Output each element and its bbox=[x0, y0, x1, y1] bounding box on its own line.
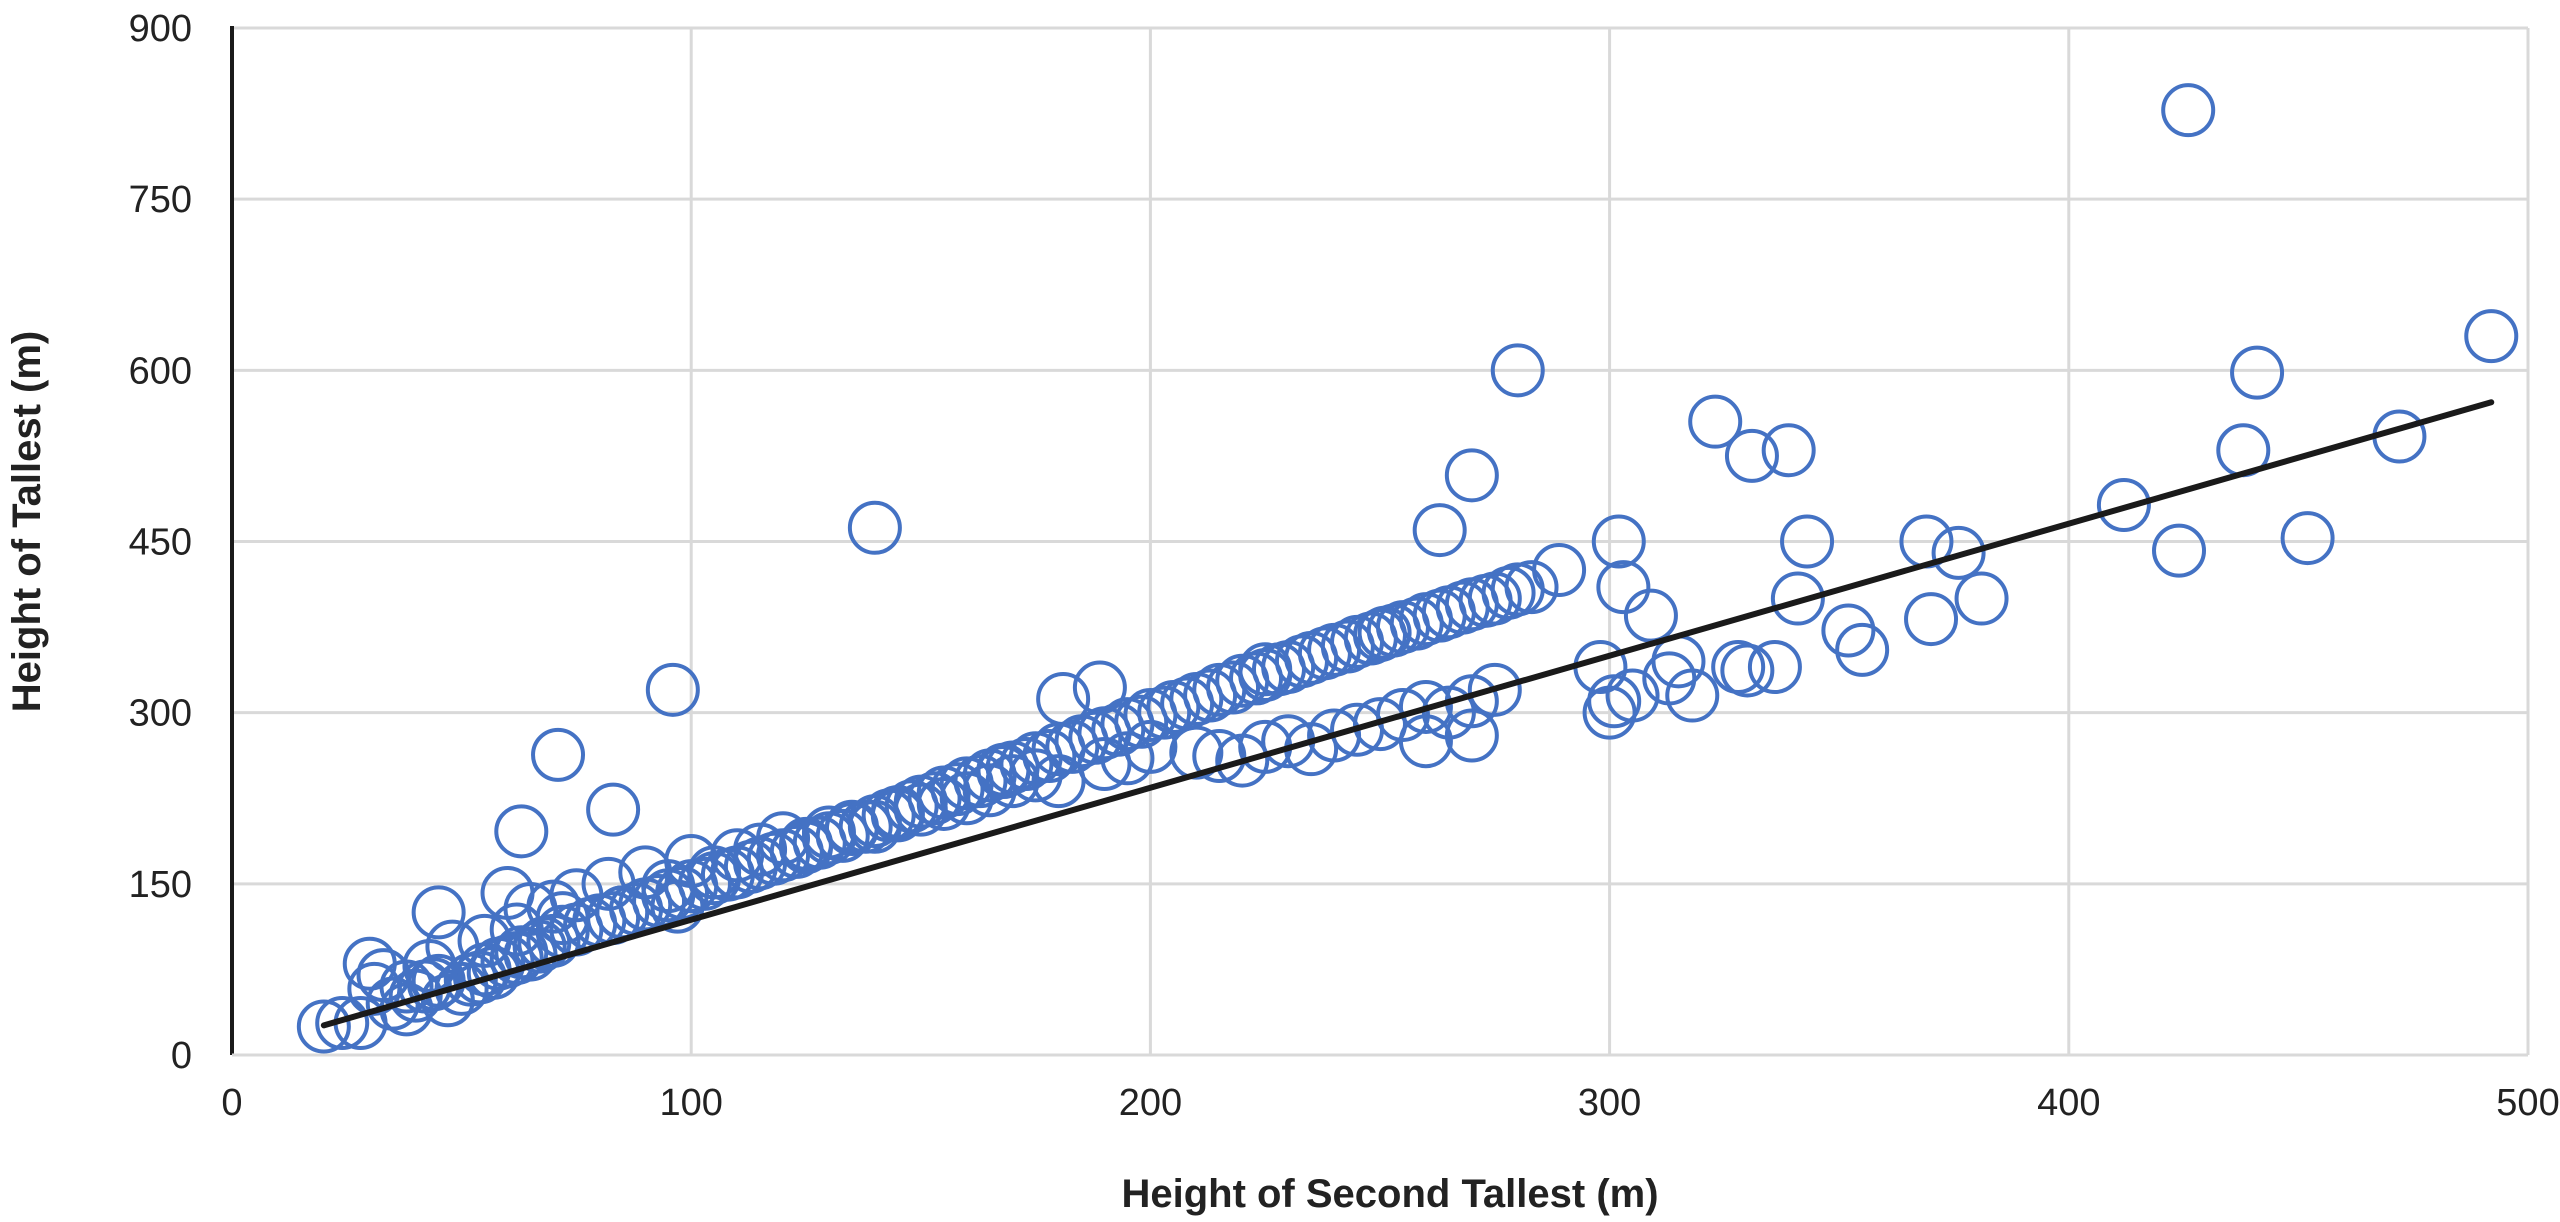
data-point bbox=[1192, 729, 1247, 784]
data-point bbox=[1031, 754, 1086, 809]
data-point bbox=[1821, 603, 1876, 658]
y-tick-label: 150 bbox=[129, 864, 192, 906]
data-point bbox=[411, 885, 466, 940]
data-point bbox=[1573, 640, 1628, 695]
data-point bbox=[1591, 514, 1646, 569]
data-point bbox=[1357, 605, 1412, 660]
data-points bbox=[296, 83, 2519, 1054]
x-axis-title: Height of Second Tallest (m) bbox=[1121, 1172, 1658, 1216]
data-point bbox=[976, 742, 1031, 797]
data-point bbox=[1398, 679, 1453, 734]
y-tick-label: 900 bbox=[129, 8, 192, 50]
data-point bbox=[1353, 697, 1407, 752]
data-point bbox=[494, 804, 549, 859]
x-tick-label: 500 bbox=[2496, 1082, 2559, 1124]
data-point bbox=[756, 811, 811, 866]
data-point bbox=[2464, 309, 2519, 364]
x-tick-label: 300 bbox=[1578, 1082, 1641, 1124]
data-point bbox=[1206, 660, 1261, 715]
data-point bbox=[1072, 660, 1127, 715]
y-tick-label: 450 bbox=[129, 522, 192, 564]
data-point bbox=[847, 500, 902, 555]
data-point bbox=[1123, 719, 1178, 774]
data-point bbox=[1504, 560, 1559, 615]
data-point bbox=[1238, 642, 1293, 697]
data-point bbox=[1444, 448, 1499, 503]
data-point bbox=[457, 913, 512, 968]
data-point bbox=[581, 856, 636, 911]
data-point bbox=[549, 868, 604, 923]
data-point bbox=[1398, 714, 1453, 769]
y-axis-title: Height of Tallest (m) bbox=[5, 331, 49, 712]
data-point bbox=[1596, 560, 1651, 615]
trendline-layer bbox=[320, 399, 2495, 1029]
data-point bbox=[2152, 523, 2207, 578]
data-point bbox=[2161, 83, 2216, 138]
data-point bbox=[1747, 640, 1802, 695]
data-point bbox=[2096, 477, 2151, 532]
x-tick-label: 100 bbox=[659, 1082, 722, 1124]
data-point bbox=[1532, 543, 1587, 598]
data-point bbox=[1582, 685, 1637, 740]
data-point bbox=[1036, 671, 1091, 726]
axes bbox=[230, 26, 2528, 1057]
data-point bbox=[1077, 737, 1132, 792]
data-point bbox=[296, 999, 351, 1054]
data-point bbox=[1720, 643, 1775, 698]
data-point bbox=[1761, 423, 1816, 478]
data-point bbox=[1688, 394, 1743, 449]
data-point bbox=[1412, 503, 1467, 558]
data-point bbox=[1008, 748, 1063, 803]
x-tick-label: 0 bbox=[221, 1082, 242, 1124]
data-point bbox=[1954, 571, 2009, 626]
data-point bbox=[645, 662, 700, 717]
data-point bbox=[1665, 668, 1720, 723]
data-point bbox=[425, 919, 480, 974]
data-point bbox=[1183, 668, 1238, 723]
data-point bbox=[2280, 511, 2335, 566]
x-tick-label: 400 bbox=[2037, 1082, 2100, 1124]
data-point bbox=[315, 996, 370, 1051]
trendline bbox=[320, 399, 2495, 1029]
data-point bbox=[710, 828, 765, 883]
data-point bbox=[2230, 345, 2285, 400]
tick-labels: 0 100 200 300 400 500 0 150 300 450 600 750 900 bbox=[129, 8, 2560, 1124]
data-point bbox=[1931, 525, 1986, 580]
y-tick-label: 750 bbox=[129, 179, 192, 221]
data-point bbox=[999, 737, 1054, 792]
data-point bbox=[586, 782, 641, 837]
data-point bbox=[531, 727, 586, 782]
data-point bbox=[1780, 514, 1835, 569]
data-point bbox=[1724, 428, 1779, 483]
data-point bbox=[1904, 592, 1959, 647]
data-point bbox=[1444, 708, 1499, 763]
grid-lines bbox=[232, 26, 2530, 1055]
data-point bbox=[1490, 343, 1545, 398]
data-point bbox=[1835, 622, 1890, 677]
data-point bbox=[1137, 685, 1192, 740]
data-point bbox=[907, 771, 962, 826]
data-point bbox=[1467, 662, 1522, 717]
data-point bbox=[985, 754, 1040, 809]
data-point bbox=[801, 805, 856, 860]
data-point bbox=[939, 771, 994, 826]
y-tick-label: 600 bbox=[129, 350, 192, 392]
data-point bbox=[1114, 694, 1169, 749]
y-tick-label: 300 bbox=[129, 693, 192, 735]
x-tick-label: 200 bbox=[1119, 1082, 1182, 1124]
y-tick-label: 0 bbox=[171, 1035, 192, 1077]
data-point bbox=[1623, 588, 1678, 643]
data-point bbox=[1770, 571, 1825, 626]
